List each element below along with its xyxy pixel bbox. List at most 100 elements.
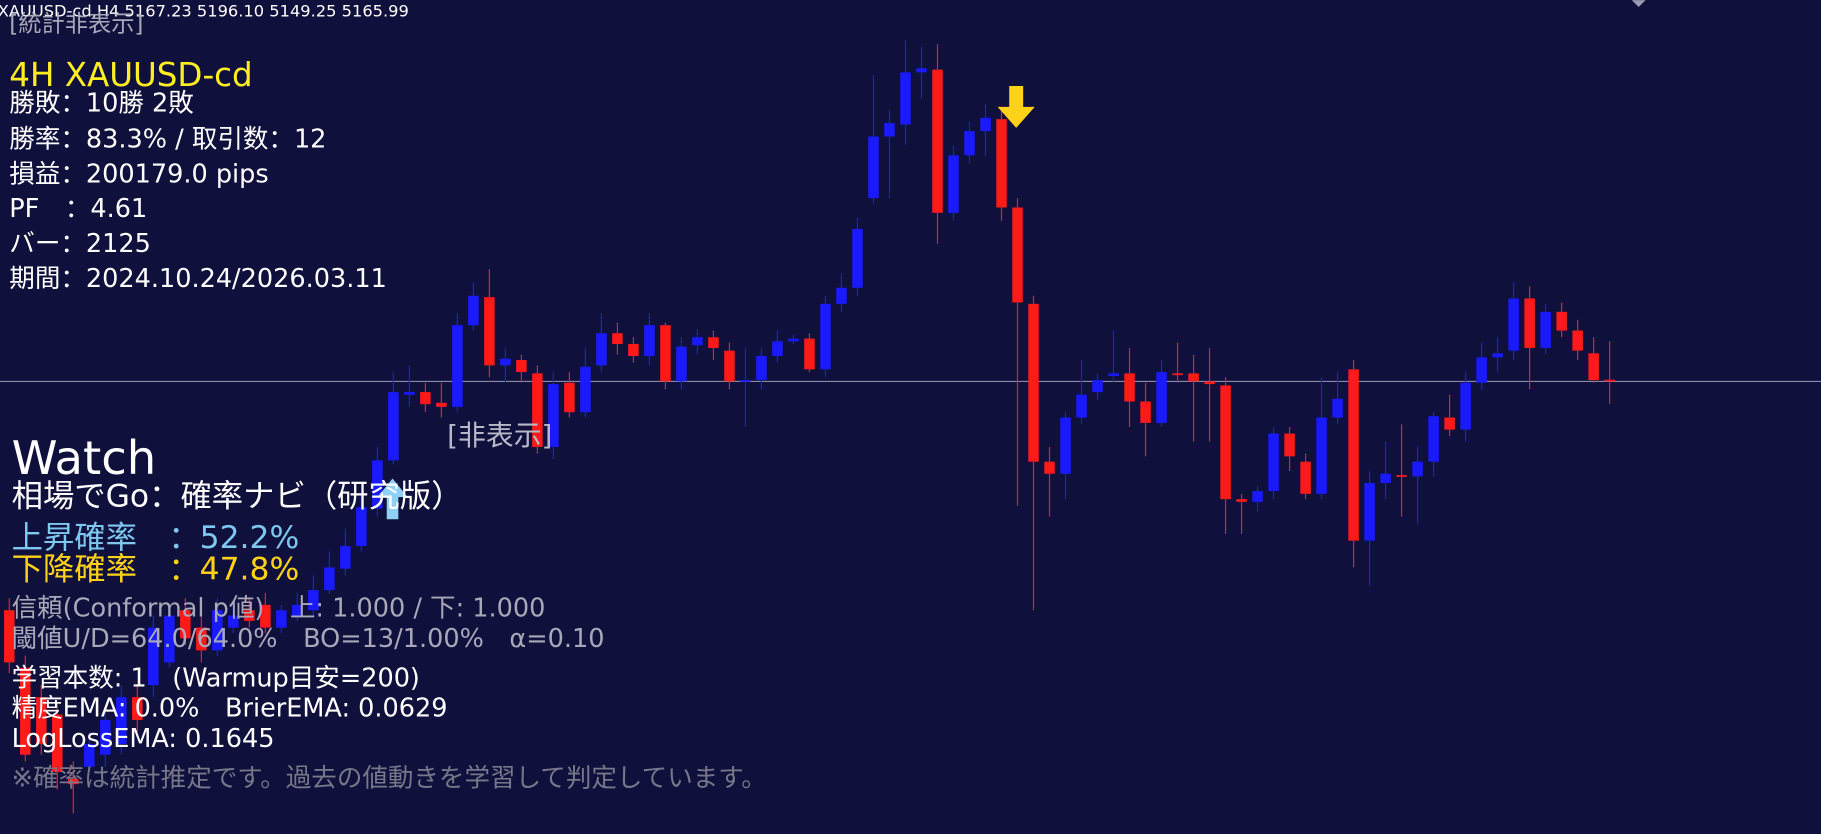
candle-body xyxy=(84,744,95,767)
accuracy: 精度EMA: 0.0% BrierEMA: 0.0629 xyxy=(12,694,448,724)
candle-body xyxy=(820,303,831,370)
sell-arrow xyxy=(997,86,1035,128)
candle-body xyxy=(244,610,255,621)
candle-body xyxy=(628,343,639,356)
candle-body xyxy=(516,360,527,373)
candle-body xyxy=(1268,433,1279,492)
candle-body xyxy=(804,338,815,370)
candle-body xyxy=(500,358,511,366)
candle-body xyxy=(1300,461,1311,494)
candle-body xyxy=(1044,461,1055,474)
candle-body xyxy=(52,714,63,773)
candle-body xyxy=(1396,475,1407,477)
candle-body xyxy=(324,567,335,591)
candle-body xyxy=(1092,380,1103,393)
candle-body xyxy=(100,719,111,755)
candle-body xyxy=(852,228,863,288)
candle-body xyxy=(1412,461,1423,477)
candle-body xyxy=(228,615,239,628)
candle-body xyxy=(212,610,223,651)
down-probability: 下降確率 ：47.8% xyxy=(12,552,300,588)
stats-line: 勝敗：10勝 2敗 xyxy=(9,89,194,119)
candle-body xyxy=(1156,372,1167,423)
candle-body xyxy=(196,627,207,651)
candle-body xyxy=(564,382,575,413)
threshold: 閾値U/D=64.0/64.0% BO=13/1.00% α=0.10 xyxy=(12,624,605,654)
candle-body xyxy=(708,337,719,348)
candle-body xyxy=(1188,373,1199,382)
watch-subtitle: 相場でGo：確率ナビ（研究版） xyxy=(12,478,463,514)
candle-body xyxy=(308,590,319,611)
candle-body xyxy=(1556,311,1567,331)
candle-body xyxy=(276,610,287,628)
candle-body xyxy=(388,392,399,461)
candle-body xyxy=(1108,373,1119,377)
stats-line: バー：2125 xyxy=(9,229,151,259)
stats-title: 4H XAUUSD-cd xyxy=(9,56,252,94)
candle-body xyxy=(1284,433,1295,457)
candle-body xyxy=(260,604,271,628)
candle-body xyxy=(1012,207,1023,303)
candle-body xyxy=(932,69,943,213)
candle-body xyxy=(1028,303,1039,462)
stats-hidden-label: [統計非表示] xyxy=(9,10,143,37)
stats-line: 期間：2024.10.24/2026.03.11 xyxy=(9,264,387,294)
candle-body xyxy=(788,338,799,342)
candle-body xyxy=(404,392,415,395)
candle-body xyxy=(1492,353,1503,358)
candle-body xyxy=(1076,394,1087,418)
candle-body xyxy=(1604,379,1615,382)
candle-body xyxy=(1124,373,1135,402)
candle-body xyxy=(1140,401,1151,423)
candle-body xyxy=(340,545,351,569)
candle-body xyxy=(116,697,127,745)
candle-body xyxy=(740,380,751,382)
candle-body xyxy=(596,333,607,366)
candle-body xyxy=(1236,499,1247,502)
candle-body xyxy=(900,72,911,125)
candle-body xyxy=(1348,369,1359,541)
candle-body xyxy=(436,402,447,407)
candle-body xyxy=(1476,357,1487,383)
candle-body xyxy=(1220,385,1231,500)
watch-title: Watch xyxy=(12,431,157,485)
candle-body xyxy=(1428,416,1439,462)
candle-body xyxy=(964,131,975,156)
candle-body xyxy=(676,346,687,382)
logloss: LogLossEMA: 0.1645 xyxy=(12,724,275,754)
chart-header: XAUUSD-cd,H4 5167.23 5196.10 5149.25 516… xyxy=(0,1,409,20)
candle-body xyxy=(532,373,543,447)
candle-body xyxy=(1172,373,1183,376)
candle-body xyxy=(1540,311,1551,348)
candle-body xyxy=(548,384,559,447)
candle-body xyxy=(1252,491,1263,502)
buy-arrow xyxy=(377,478,408,520)
candle-body xyxy=(132,697,143,720)
candle-body xyxy=(292,604,303,616)
candle-body xyxy=(644,325,655,356)
candle-body xyxy=(772,341,783,356)
note: ※確率は統計推定です。過去の値動きを学習して判定しています。 xyxy=(12,763,767,793)
stats-line: 勝率：83.3% / 取引数：12 xyxy=(9,125,326,155)
stats-line: PF ：4.61 xyxy=(9,194,147,224)
candle-body xyxy=(836,287,847,304)
candle-body xyxy=(692,337,703,346)
candle-body xyxy=(180,610,191,639)
candle-body xyxy=(756,355,767,381)
candle-body xyxy=(452,325,463,407)
candle-body xyxy=(484,297,495,366)
confidence: 信頼(Conformal p値) 上: 1.000 / 下: 1.000 xyxy=(12,594,546,624)
candle-body xyxy=(420,392,431,405)
candle-body xyxy=(1508,298,1519,351)
candle-body xyxy=(164,615,175,663)
candle-body xyxy=(4,610,15,663)
candle-body xyxy=(612,333,623,344)
candle-body xyxy=(996,119,1007,208)
candle-body xyxy=(1364,483,1375,541)
hide-label[interactable]: [非表示] xyxy=(447,419,552,452)
candle-body xyxy=(468,295,479,326)
candle-body xyxy=(868,136,879,199)
candle-body xyxy=(1444,417,1455,430)
